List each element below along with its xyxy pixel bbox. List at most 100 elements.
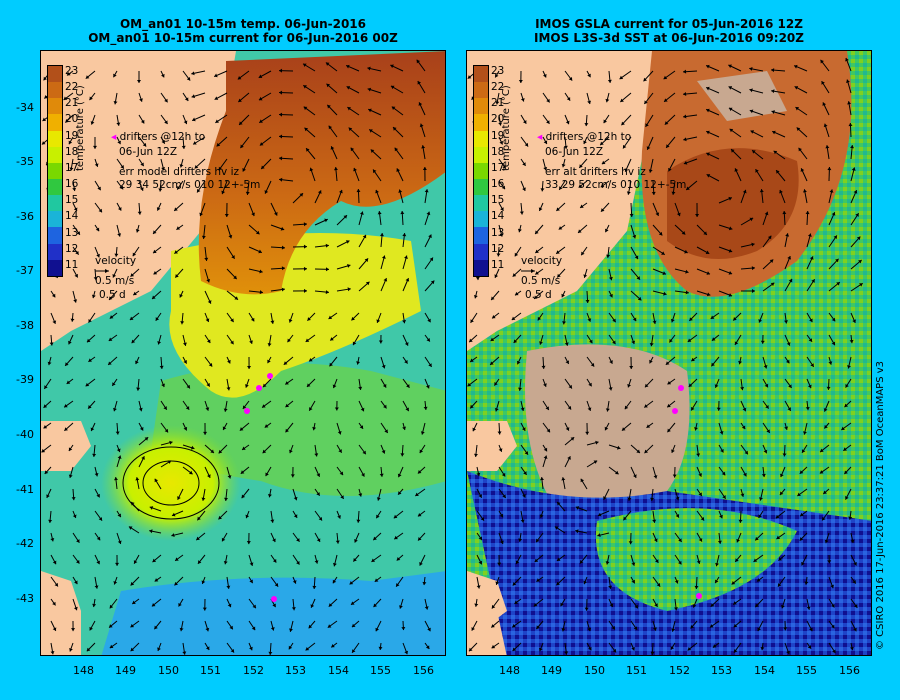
velocity-arrow-head — [563, 145, 568, 149]
velocity-arrow-head — [766, 429, 770, 433]
velocity-arrow-head — [836, 282, 840, 286]
velocity-arrow-head — [329, 362, 333, 367]
velocity-arrow-head — [802, 189, 807, 193]
velocity-arrow-head — [373, 169, 377, 174]
velocity-arrow-head — [807, 384, 812, 389]
velocity-arrow-head — [402, 319, 407, 324]
velocity-arrow-head — [499, 140, 504, 145]
velocity-arrow-head — [721, 471, 726, 476]
velocity-arrow-head — [324, 218, 328, 223]
velocity-arrow-head — [306, 383, 311, 387]
velocity-arrow-head — [417, 80, 422, 85]
velocity-arrow-head — [208, 362, 213, 367]
velocity-arrow-head — [683, 137, 687, 142]
colorbar-swatch — [474, 259, 488, 276]
velocity-arrow-head — [688, 383, 693, 387]
velocity-arrow-head — [827, 560, 832, 564]
velocity-arrow-head — [305, 338, 310, 342]
velocity-arrow-head — [523, 471, 527, 475]
velocity-arrow-head — [728, 196, 732, 201]
velocity-arrow-head — [491, 624, 495, 628]
velocity-arrow-head — [844, 470, 848, 474]
colorbar-tick-label: 20 — [65, 113, 79, 126]
velocity-arrow-head — [855, 213, 859, 217]
velocity-arrow-head — [738, 360, 743, 365]
velocity-arrow-head — [835, 258, 839, 263]
velocity-arrow-head — [197, 560, 202, 564]
lon-label: 149 — [541, 664, 562, 677]
velocity-arrow-head — [583, 580, 588, 585]
velocity-arrow-head — [74, 273, 78, 278]
velocity-arrow-head — [356, 189, 361, 193]
velocity-arrow-head — [73, 299, 78, 303]
lon-label: 151 — [626, 664, 647, 677]
velocity-arrow-head — [497, 562, 502, 566]
velocity-arrow-head — [848, 516, 853, 520]
velocity-arrow-head — [597, 533, 601, 538]
velocity-arrow-head — [805, 211, 810, 215]
lon-label: 150 — [158, 664, 179, 677]
velocity-arrow-head — [513, 339, 518, 343]
velocity-arrow-head — [251, 212, 255, 217]
velocity-arrow-head — [419, 123, 424, 128]
velocity-arrow-head — [267, 343, 272, 347]
velocity-arrow-head — [470, 404, 474, 409]
velocity-arrow-head — [137, 79, 142, 83]
velocity-arrow-head — [782, 453, 787, 457]
velocity-arrow-head — [326, 83, 331, 88]
velocity-arrow-head — [578, 184, 583, 188]
velocity-arrow-head — [541, 365, 546, 369]
velocity-arrow-head — [338, 189, 343, 194]
velocity-arrow-head — [715, 562, 720, 567]
velocity-arrow-head — [650, 497, 655, 501]
velocity-arrow-head — [135, 477, 140, 481]
colorbar-tick-label: 18 — [65, 145, 79, 158]
velocity-arrow-head — [567, 405, 572, 410]
velocity-arrow-head — [691, 406, 695, 411]
velocity-arrow-head — [694, 427, 698, 431]
velocity-arrow-head — [826, 386, 831, 390]
velocity-arrow-head — [756, 578, 761, 582]
credit-text: © CSIRO 2016 17-Jun-2016 23:37:21 BoM Oc… — [875, 360, 886, 650]
velocity-arrow-head — [759, 497, 763, 501]
velocity-arrow-head — [142, 142, 147, 147]
velocity-arrow-head — [621, 121, 625, 126]
velocity-arrow-head — [109, 624, 113, 628]
velocity-arrow-head — [807, 645, 812, 649]
velocity-arrow-head — [354, 539, 358, 543]
velocity-arrow-head — [533, 295, 538, 299]
velocity-arrow-head — [164, 428, 169, 433]
velocity-arrow-head — [362, 450, 366, 455]
velocity-arrow-head — [191, 71, 195, 76]
velocity-arrow-head — [351, 316, 355, 321]
velocity-arrow-head — [371, 558, 376, 562]
velocity-arrow-head — [671, 628, 676, 632]
velocity-arrow-head — [779, 189, 783, 194]
velocity-arrow-head — [512, 647, 517, 652]
velocity-arrow-head — [807, 233, 812, 237]
velocity-arrow-head — [728, 64, 732, 69]
velocity-arrow-head — [476, 472, 481, 477]
velocity-arrow-head — [68, 447, 73, 451]
velocity-arrow-head — [325, 267, 329, 272]
velocity-arrow-head — [69, 648, 73, 652]
velocity-arrow-head — [543, 383, 547, 387]
lon-label: 155 — [796, 664, 817, 677]
velocity-arrow-head — [279, 134, 283, 139]
velocity-arrow-head — [65, 119, 69, 123]
velocity-arrow-head — [667, 403, 671, 408]
velocity-arrow-head — [564, 342, 569, 346]
velocity-arrow-head — [88, 405, 92, 409]
velocity-arrow-head — [771, 89, 775, 94]
velocity-arrow-head — [71, 628, 76, 632]
right-panel-title: IMOS GSLA current for 05-Jun-2016 12Z IM… — [466, 17, 872, 45]
velocity-arrow-head — [405, 278, 410, 282]
velocity-arrow-head — [538, 207, 543, 211]
velocity-arrow-head — [185, 406, 190, 410]
velocity-arrow-head — [719, 514, 723, 519]
velocity-arrow-head — [743, 472, 747, 477]
velocity-arrow-head — [340, 495, 344, 499]
velocity-arrow-head — [352, 649, 356, 653]
velocity-arrow-head — [698, 538, 703, 542]
velocity-arrow-head — [73, 207, 78, 212]
